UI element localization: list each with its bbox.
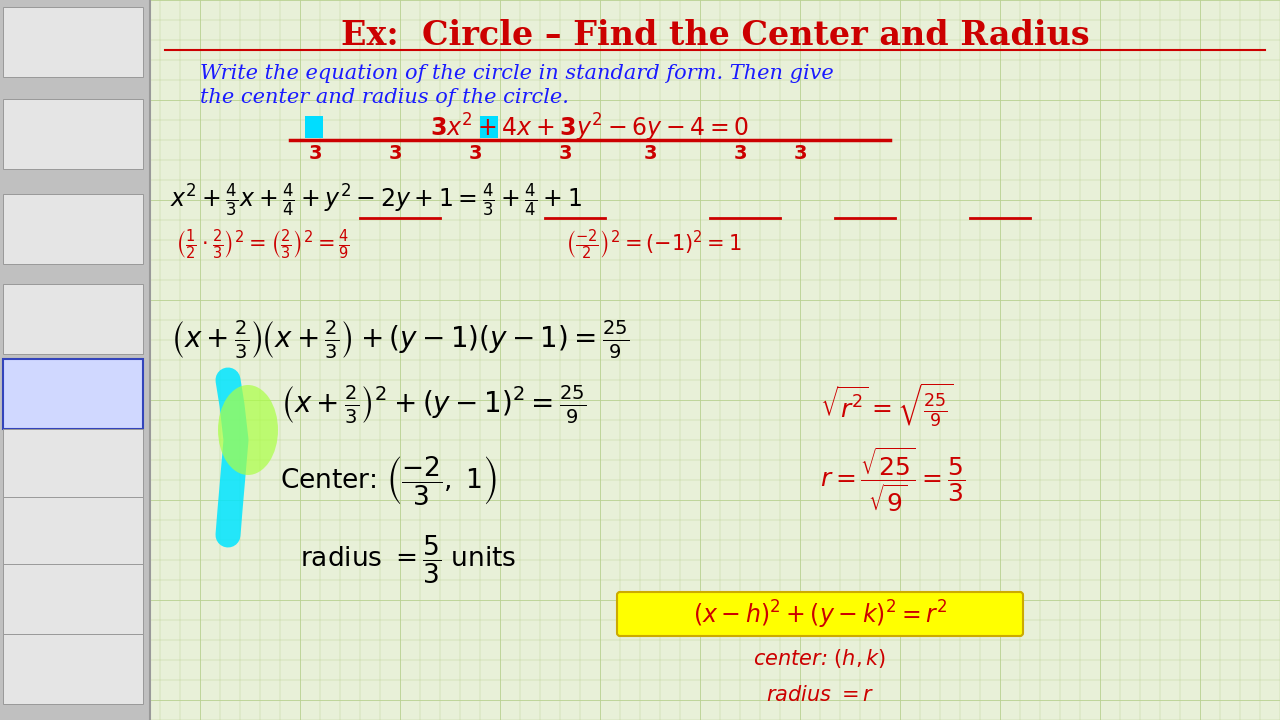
Text: 3: 3 bbox=[388, 143, 402, 163]
Ellipse shape bbox=[218, 385, 278, 475]
Text: Write the equation of the circle in standard form. Then give: Write the equation of the circle in stan… bbox=[200, 63, 833, 83]
Text: 3: 3 bbox=[794, 143, 806, 163]
Text: radius $= r$: radius $= r$ bbox=[765, 685, 874, 705]
Text: 3: 3 bbox=[558, 143, 572, 163]
FancyBboxPatch shape bbox=[3, 429, 143, 499]
FancyBboxPatch shape bbox=[3, 7, 143, 77]
Text: 3: 3 bbox=[308, 143, 321, 163]
FancyBboxPatch shape bbox=[480, 116, 498, 138]
Text: $\left(x + \frac{2}{3}\right)^2 + (y - 1)^2 = \frac{25}{9}$: $\left(x + \frac{2}{3}\right)^2 + (y - 1… bbox=[280, 384, 586, 426]
FancyBboxPatch shape bbox=[3, 194, 143, 264]
FancyBboxPatch shape bbox=[0, 0, 150, 720]
Text: $\mathbf{3}x^2 + 4x + \mathbf{3}y^2 - 6y - 4 = 0$: $\mathbf{3}x^2 + 4x + \mathbf{3}y^2 - 6y… bbox=[430, 112, 750, 144]
Text: the center and radius of the circle.: the center and radius of the circle. bbox=[200, 88, 568, 107]
Text: $r = \dfrac{\sqrt{25}}{\sqrt{9}} = \dfrac{5}{3}$: $r = \dfrac{\sqrt{25}}{\sqrt{9}} = \dfra… bbox=[820, 446, 965, 515]
FancyBboxPatch shape bbox=[3, 99, 143, 169]
Text: $\sqrt{r^2} = \sqrt{\frac{25}{9}}$: $\sqrt{r^2} = \sqrt{\frac{25}{9}}$ bbox=[820, 381, 954, 429]
Text: center: $(h, k)$: center: $(h, k)$ bbox=[754, 647, 887, 670]
Text: Center: $\left(\dfrac{-2}{3},\ 1\right)$: Center: $\left(\dfrac{-2}{3},\ 1\right)$ bbox=[280, 454, 497, 506]
FancyBboxPatch shape bbox=[617, 592, 1023, 636]
Text: $(x - h)^2 + (y - k)^2 = r^2$: $(x - h)^2 + (y - k)^2 = r^2$ bbox=[692, 599, 947, 631]
Text: 3: 3 bbox=[468, 143, 481, 163]
FancyBboxPatch shape bbox=[3, 497, 143, 567]
Text: $\left(x + \frac{2}{3}\right)\!\left(x + \frac{2}{3}\right) + (y - 1)(y - 1) = \: $\left(x + \frac{2}{3}\right)\!\left(x +… bbox=[170, 319, 630, 361]
Text: 3: 3 bbox=[733, 143, 746, 163]
Text: Ex:  Circle – Find the Center and Radius: Ex: Circle – Find the Center and Radius bbox=[340, 19, 1089, 52]
FancyBboxPatch shape bbox=[305, 116, 323, 138]
Text: radius $= \dfrac{5}{3}$ units: radius $= \dfrac{5}{3}$ units bbox=[300, 534, 516, 586]
Text: $\left(\frac{1}{2} \cdot \frac{2}{3}\right)^2 = \left(\frac{2}{3}\right)^2 = \fr: $\left(\frac{1}{2} \cdot \frac{2}{3}\rig… bbox=[175, 228, 349, 262]
FancyBboxPatch shape bbox=[3, 359, 143, 429]
Text: $x^2 + \frac{4}{3}x + \frac{4}{4} + y^2 - 2y + 1 = \frac{4}{3} + \frac{4}{4} + 1: $x^2 + \frac{4}{3}x + \frac{4}{4} + y^2 … bbox=[170, 181, 582, 219]
Text: 3: 3 bbox=[644, 143, 657, 163]
Text: $\left(\frac{-2}{2}\right)^2 = (-1)^2 = 1$: $\left(\frac{-2}{2}\right)^2 = (-1)^2 = … bbox=[564, 228, 742, 262]
FancyBboxPatch shape bbox=[3, 634, 143, 704]
FancyBboxPatch shape bbox=[3, 284, 143, 354]
FancyBboxPatch shape bbox=[3, 564, 143, 634]
